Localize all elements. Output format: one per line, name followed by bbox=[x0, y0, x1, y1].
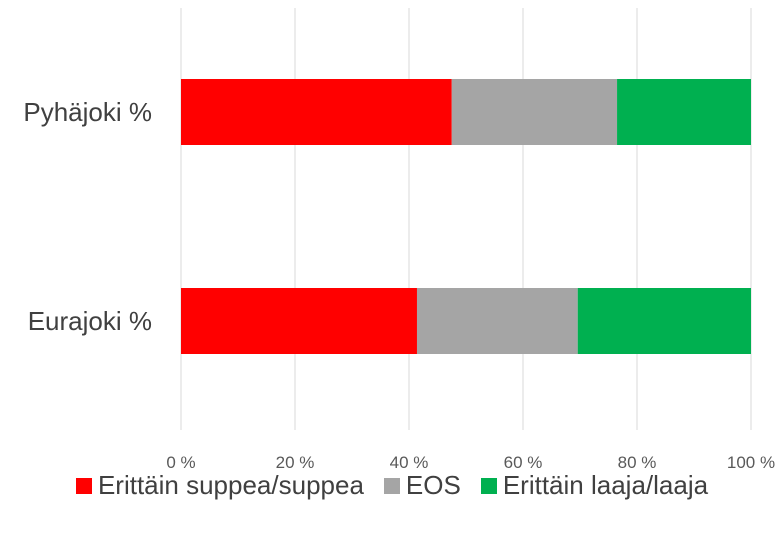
bar-segment bbox=[181, 288, 417, 354]
category-label: Pyhäjoki % bbox=[23, 97, 152, 127]
bar-segment bbox=[416, 288, 578, 354]
legend-swatch bbox=[383, 477, 400, 494]
x-tick-label: 80 % bbox=[618, 453, 657, 470]
legend-label: Erittäin suppea/suppea bbox=[97, 470, 364, 500]
bar-segment bbox=[451, 79, 618, 145]
x-tick-label: 100 % bbox=[727, 453, 775, 470]
stacked-bar-chart: Pyhäjoki % Eurajoki % 0 % 20 % 40 % 60 % 80 %… bbox=[23, 8, 775, 470]
legend: Erittäin suppea/suppea EOS Erittäin laaja/… bbox=[0, 470, 784, 501]
legend-label: Erittäin laaja/laaja bbox=[502, 470, 709, 500]
bar-segment bbox=[617, 79, 751, 145]
legend-item: EOS bbox=[383, 470, 461, 501]
legend-item: Erittäin laaja/laaja bbox=[480, 470, 709, 501]
x-tick-label: 40 % bbox=[390, 453, 429, 470]
bars bbox=[181, 79, 751, 354]
x-tick-label: 0 % bbox=[166, 453, 195, 470]
x-tick-label: 60 % bbox=[504, 453, 543, 470]
gridlines bbox=[180, 8, 752, 430]
x-tick-label: 20 % bbox=[276, 453, 315, 470]
bar-segment bbox=[181, 79, 452, 145]
legend-item: Erittäin suppea/suppea bbox=[75, 470, 364, 501]
bar-segment bbox=[577, 288, 751, 354]
x-axis-tick-labels: 0 % 20 % 40 % 60 % 80 % 100 % bbox=[166, 453, 775, 470]
legend-swatch bbox=[480, 477, 497, 494]
legend-label: EOS bbox=[405, 470, 461, 500]
category-labels: Pyhäjoki % Eurajoki % bbox=[23, 97, 152, 336]
category-label: Eurajoki % bbox=[28, 306, 152, 336]
legend-swatch bbox=[75, 477, 92, 494]
